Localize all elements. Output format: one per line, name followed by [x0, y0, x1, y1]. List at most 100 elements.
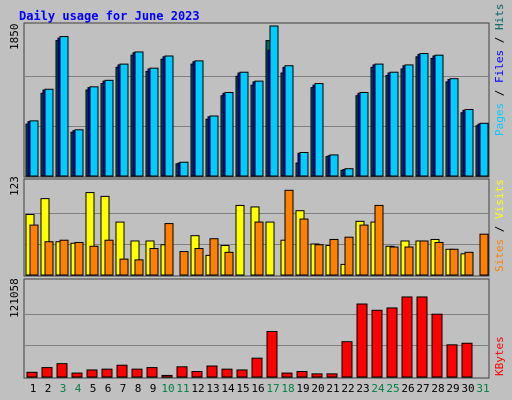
x-tick-label: 8 — [135, 382, 142, 395]
sites-bar — [164, 223, 174, 276]
sites-bar — [329, 238, 339, 276]
x-tick-label: 29 — [446, 382, 459, 395]
middle-ymax-label: 123 — [8, 176, 21, 196]
pages-bar — [239, 71, 249, 177]
x-tick-label: 3 — [60, 382, 67, 395]
pages-bar — [134, 51, 144, 177]
x-tick-label: 15 — [236, 382, 249, 395]
sites-bar — [29, 224, 39, 276]
sites-bar — [134, 259, 144, 276]
pages-bar — [389, 71, 399, 177]
middle-panel: 123 Sites / Visits — [8, 176, 506, 277]
kbytes-bar — [356, 303, 368, 378]
sites-bar — [44, 241, 54, 276]
kbytes-bar — [41, 367, 53, 378]
pages-bar — [44, 88, 54, 177]
pages-bar — [359, 91, 369, 177]
x-tick-label: 24 — [371, 382, 385, 395]
x-tick-label: 21 — [326, 382, 339, 395]
kbytes-bar — [296, 371, 308, 378]
x-tick-label: 4 — [75, 382, 82, 395]
pages-bar — [194, 60, 204, 177]
legend-sites: Sites — [493, 239, 506, 272]
x-tick-label: 11 — [176, 382, 189, 395]
legend-visits: Visits — [493, 179, 506, 219]
chart-title: Daily usage for June 2023 — [19, 9, 200, 23]
legend-pages: Pages — [493, 103, 506, 136]
top-ymax-label: 1850 — [8, 24, 21, 51]
kbytes-bar — [56, 363, 68, 378]
kbytes-bar — [401, 296, 413, 378]
kbytes-bar — [386, 307, 398, 378]
sites-bar — [104, 239, 114, 276]
sites-bar — [299, 218, 309, 276]
sites-bar — [359, 224, 369, 276]
pages-bar — [179, 161, 189, 177]
sites-bar — [389, 246, 399, 276]
x-tick-label: 14 — [221, 382, 235, 395]
pages-bar — [254, 80, 264, 177]
x-tick-label: 5 — [90, 382, 97, 395]
pages-bar — [74, 129, 84, 177]
sites-bar — [194, 248, 204, 276]
sites-bar — [59, 239, 69, 276]
visits-bar — [265, 221, 275, 276]
sites-bar — [209, 238, 219, 276]
x-tick-label: 19 — [296, 382, 309, 395]
x-tick-label: 12 — [191, 382, 204, 395]
x-tick-label: 28 — [431, 382, 444, 395]
pages-bar — [464, 109, 474, 177]
sites-bar — [89, 245, 99, 276]
sites-bar — [119, 258, 129, 276]
kbytes-bar — [326, 373, 338, 378]
bottom-ymax-label: 121058 — [8, 278, 21, 318]
x-tick-label: 16 — [251, 382, 264, 395]
sites-bar — [224, 251, 234, 276]
pages-bar — [104, 79, 114, 177]
sites-bar — [179, 251, 189, 276]
kbytes-bar — [416, 296, 428, 378]
kbytes-bar — [146, 367, 158, 378]
pages-bar — [314, 83, 324, 177]
x-tick-label: 23 — [356, 382, 369, 395]
pages-bar — [284, 65, 294, 177]
legend-sep-1: / — [493, 83, 506, 96]
pages-bar — [299, 151, 309, 177]
pages-bar — [119, 63, 129, 177]
middle-legend: Sites / Visits — [493, 179, 506, 272]
sites-bar — [314, 244, 324, 276]
x-tick-label: 31 — [476, 382, 489, 395]
pages-bar — [209, 115, 219, 177]
pages-bar — [449, 78, 459, 177]
kbytes-bar — [236, 369, 248, 378]
kbytes-bar — [26, 371, 38, 378]
x-tick-label: 25 — [386, 382, 399, 395]
pages-bar — [404, 64, 414, 177]
bottom-legend: KBytes — [493, 336, 506, 376]
kbytes-bar — [131, 368, 143, 378]
x-tick-label: 1 — [30, 382, 37, 395]
sites-bar — [419, 240, 429, 276]
kbytes-bar — [206, 365, 218, 378]
kbytes-bar — [221, 368, 233, 378]
pages-bar — [434, 54, 444, 177]
pages-bar — [269, 25, 279, 177]
kbytes-bar — [116, 364, 128, 378]
legend-sep-3: / — [493, 219, 506, 232]
x-tick-label: 20 — [311, 382, 324, 395]
sites-bar — [254, 221, 264, 276]
bottom-panel: 121058 KBytes — [8, 278, 506, 379]
top-panel: 1850 Pages / Files / Hits — [8, 4, 506, 178]
sites-bar — [449, 248, 459, 276]
kbytes-bar — [101, 368, 113, 378]
sites-bar — [404, 246, 414, 276]
pages-bar — [374, 63, 384, 177]
kbytes-bar — [461, 342, 473, 378]
x-tick-label: 27 — [416, 382, 429, 395]
x-tick-label: 13 — [206, 382, 219, 395]
x-tick-label: 26 — [401, 382, 414, 395]
x-tick-label: 22 — [341, 382, 354, 395]
x-tick-label: 10 — [161, 382, 174, 395]
kbytes-bar — [86, 369, 98, 378]
